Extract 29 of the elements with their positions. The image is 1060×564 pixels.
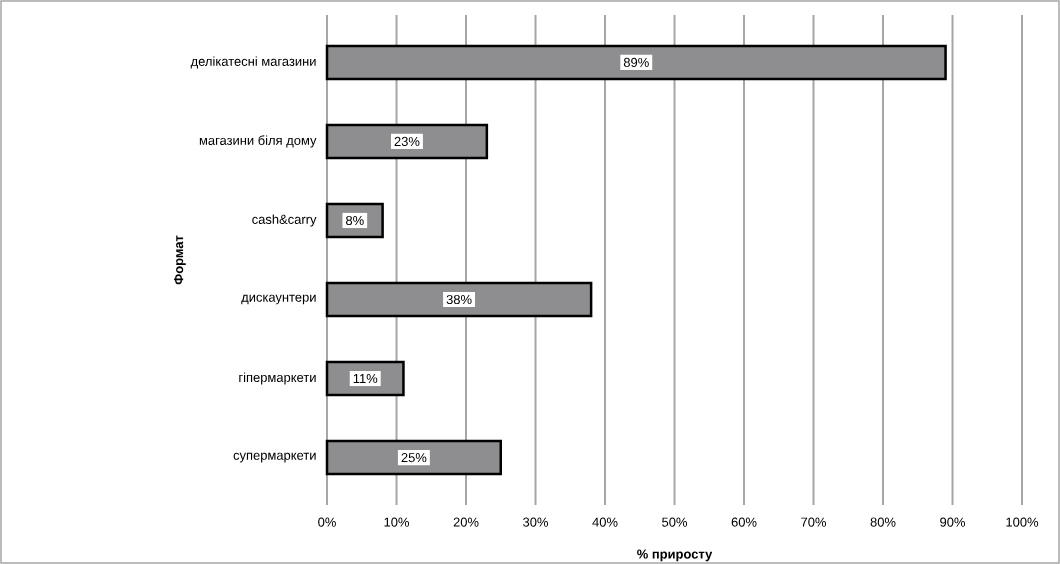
x-tick-label: 60% — [731, 517, 757, 527]
y-tick-label: супермаркети — [233, 452, 316, 463]
y-tick-label: cash&carry — [252, 214, 317, 227]
data-label: 25% — [401, 452, 427, 463]
data-label: 89% — [623, 57, 649, 67]
x-tick-label: 70% — [801, 517, 827, 527]
data-label: 8% — [346, 215, 364, 226]
x-tick-label: 50% — [662, 517, 688, 527]
y-tick-label: гіпермаркети — [239, 372, 316, 385]
bar — [325, 439, 503, 476]
y-axis-title: Формат — [174, 235, 186, 285]
data-label: 11% — [353, 374, 378, 384]
x-tick-label: 10% — [384, 517, 410, 527]
x-tick-label: 20% — [453, 517, 479, 527]
y-tick-label: делікатесні магазини — [190, 56, 316, 69]
x-tick-label: 80% — [870, 517, 896, 527]
bar — [325, 44, 947, 81]
x-axis-title: % приросту — [637, 549, 713, 562]
x-tick-label: 0% — [318, 517, 336, 527]
y-tick-label: дискаунтери — [241, 294, 316, 305]
x-tick-label: 90% — [940, 517, 966, 527]
bar — [325, 123, 489, 160]
data-label: 23% — [394, 136, 420, 147]
y-tick-label: магазини біля дому — [199, 135, 317, 148]
x-tick-label: 30% — [523, 517, 549, 527]
x-tick-label: 100% — [1006, 517, 1039, 527]
data-label: 38% — [446, 294, 472, 305]
bar — [325, 281, 593, 318]
x-tick-label: 40% — [592, 517, 618, 527]
